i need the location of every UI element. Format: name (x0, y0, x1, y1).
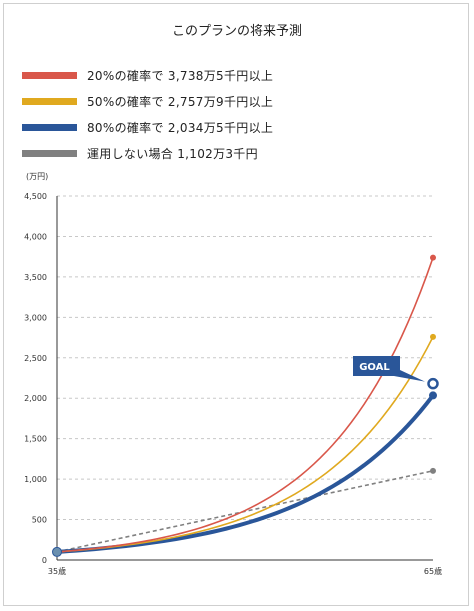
y-tick-label-1500: 1,500 (24, 435, 47, 444)
series-end-point-3 (430, 467, 436, 474)
legend-label-50: 50%の確率で 2,757万9千円以上 (87, 94, 274, 109)
legend-item-80: 80%の確率で 2,034万5千円以上 (22, 114, 273, 140)
chart-title: このプランの将来予測 (171, 24, 302, 39)
legend-label-no-invest: 運用しない場合 1,102万3千円 (87, 146, 258, 161)
y-tick-label-3000: 3,000 (24, 313, 47, 322)
legend: 20%の確率で 3,738万5千円以上 50%の確率で 2,757万9千円以上 … (22, 62, 273, 166)
legend-swatch-80 (22, 123, 77, 131)
series-line-0 (56, 257, 434, 553)
legend-item-20: 20%の確率で 3,738万5千円以上 (22, 62, 273, 88)
legend-item-no-invest: 運用しない場合 1,102万3千円 (22, 140, 273, 166)
y-tick-label-1000: 1,000 (24, 475, 47, 484)
y-tick-label-0: 0 (42, 556, 47, 565)
goal-callout (353, 356, 425, 382)
x-tick-label-end: 65歳 (424, 566, 442, 576)
series-end-point-1 (430, 333, 436, 340)
legend-label-80: 80%の確率で 2,034万5千円以上 (87, 120, 274, 135)
legend-swatch-no-invest (22, 149, 77, 157)
series-end-point-2 (429, 391, 437, 400)
start-point (52, 546, 62, 557)
legend-swatch-20 (22, 71, 77, 79)
x-tick-label-start: 35歳 (48, 566, 66, 576)
goal-label: GOAL (359, 362, 390, 373)
y-tick-label-3500: 3,500 (24, 273, 47, 282)
series-end-point-0 (430, 254, 436, 261)
chart-frame (3, 3, 469, 606)
series-line-2 (56, 394, 435, 554)
y-tick-label-2000: 2,000 (24, 394, 47, 403)
y-tick-label-4500: 4,500 (24, 192, 47, 201)
legend-item-50: 50%の確率で 2,757万9千円以上 (22, 88, 273, 114)
legend-swatch-50 (22, 97, 77, 105)
y-unit-label: (万円) (26, 172, 49, 181)
y-tick-label-500: 500 (32, 516, 47, 525)
legend-label-20: 20%の確率で 3,738万5千円以上 (87, 68, 274, 83)
y-tick-label-4000: 4,000 (24, 232, 47, 241)
goal-marker (427, 377, 439, 390)
y-tick-label-2500: 2,500 (24, 354, 47, 363)
